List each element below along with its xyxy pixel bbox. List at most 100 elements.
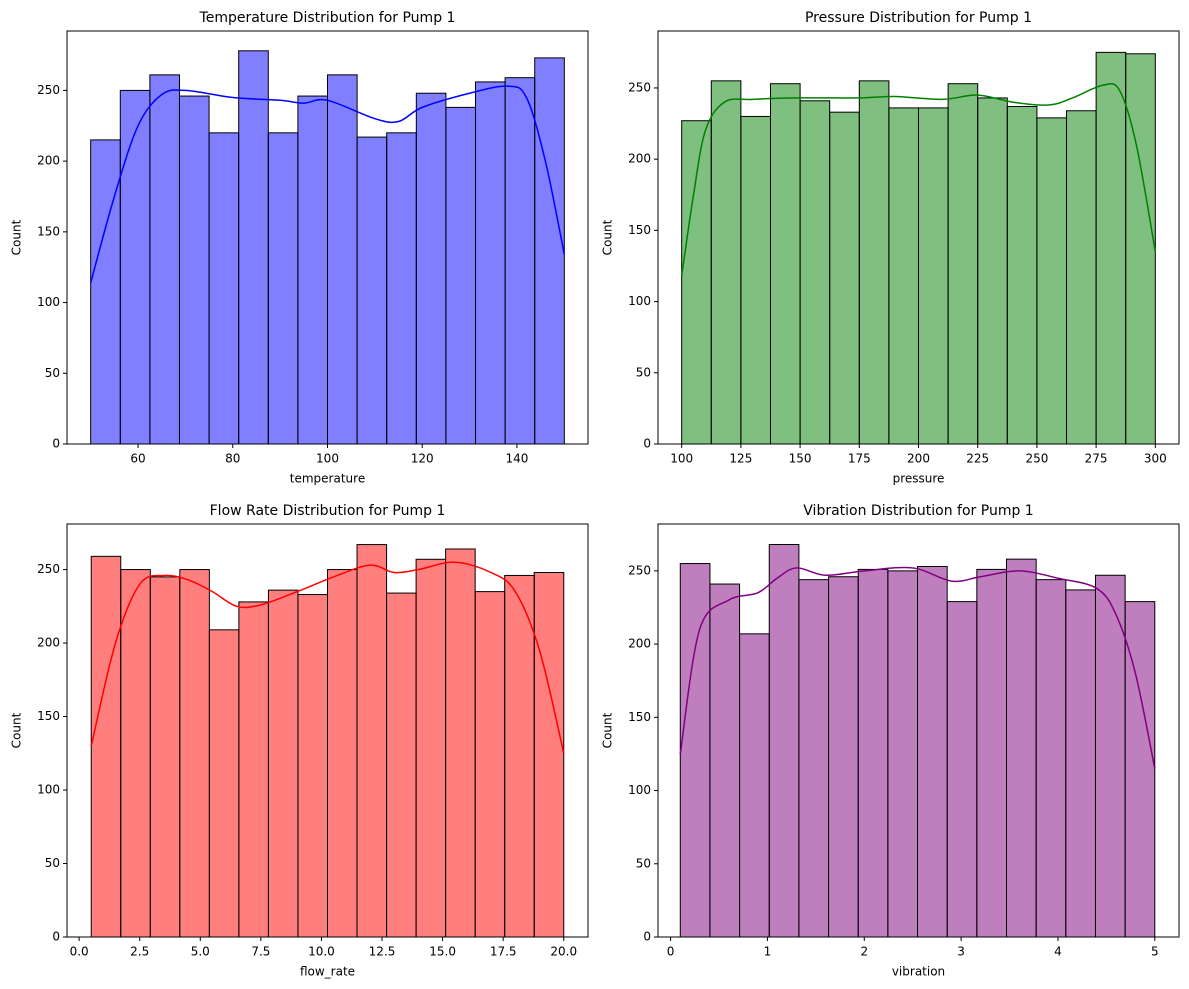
histogram-bar: [474, 591, 506, 938]
histogram-bar: [504, 77, 536, 445]
x-axis-label: pressure: [893, 472, 945, 486]
y-tick-label: 50: [636, 856, 651, 870]
x-tick-label: 60: [130, 452, 145, 466]
histogram-bar: [238, 601, 269, 938]
y-tick-label: 250: [628, 80, 651, 94]
kde-line: [89, 85, 566, 283]
histogram-bar: [1095, 51, 1127, 445]
histogram-bar: [679, 563, 711, 938]
chart-title: Flow Rate Distribution for Pump 1: [210, 503, 446, 519]
histogram-bar: [739, 633, 770, 938]
histogram-bar: [356, 544, 388, 938]
x-tick-label: 5.0: [191, 945, 210, 959]
histogram-bar: [768, 544, 800, 938]
histogram-bar: [709, 583, 741, 938]
histogram-bar: [918, 107, 949, 445]
x-tick-label: 300: [1144, 452, 1167, 466]
y-tick-label: 150: [628, 710, 651, 724]
y-tick-label: 100: [37, 783, 60, 797]
histogram-bar: [710, 80, 742, 445]
histogram-bar: [119, 89, 151, 445]
y-tick-label: 200: [628, 637, 651, 651]
y-tick-label: 200: [37, 636, 60, 650]
histogram-bar: [179, 569, 210, 938]
y-tick-label: 50: [45, 856, 60, 870]
histogram-bar: [415, 558, 447, 938]
histogram-bar: [1065, 589, 1096, 938]
chart-title: Vibration Distribution for Pump 1: [803, 503, 1033, 519]
histogram-bar: [238, 50, 269, 445]
histogram-bar: [1006, 105, 1038, 445]
x-tick-label: 0.0: [70, 945, 89, 959]
x-tick-label: 200: [907, 452, 930, 466]
x-tick-label: 120: [411, 452, 434, 466]
y-tick-label: 50: [636, 365, 651, 379]
x-tick-label: 2: [860, 945, 868, 959]
y-tick-label: 200: [37, 154, 60, 168]
histogram-bar: [267, 132, 299, 445]
histogram-bar: [887, 570, 919, 938]
histogram-bar: [976, 568, 1008, 938]
x-tick-label: 275: [1085, 452, 1108, 466]
histogram-bar: [1036, 117, 1068, 445]
histogram-bar: [534, 57, 565, 445]
x-tick-label: 140: [506, 452, 529, 466]
histogram-bar: [149, 74, 180, 445]
x-tick-label: 15.0: [429, 945, 456, 959]
histogram-bar: [90, 139, 121, 445]
histogram-bar: [829, 111, 860, 445]
chart-title: Pressure Distribution for Pump 1: [805, 10, 1032, 26]
histogram-bar: [327, 569, 358, 938]
x-tick-label: 175: [848, 452, 871, 466]
y-tick-label: 0: [643, 437, 651, 451]
axes-frame: [657, 523, 1180, 938]
histogram-bar: [977, 97, 1008, 445]
x-axis-label: vibration: [892, 965, 945, 979]
x-axis-label: flow_rate: [300, 965, 355, 979]
y-tick-label: 250: [37, 562, 60, 576]
x-tick-label: 4: [1054, 945, 1062, 959]
histogram-bar: [681, 120, 712, 445]
x-tick-label: 80: [225, 452, 240, 466]
histogram-bar: [297, 594, 329, 938]
histogram-bar: [445, 548, 476, 938]
x-tick-label: 125: [729, 452, 752, 466]
x-tick-label: 225: [966, 452, 989, 466]
y-tick-label: 0: [52, 930, 60, 944]
histogram-bar: [475, 81, 506, 445]
y-tick-label: 100: [628, 294, 651, 308]
x-tick-label: 3: [957, 945, 965, 959]
histogram-bar: [857, 568, 889, 938]
x-tick-label: 2.5: [130, 945, 149, 959]
histogram-bar: [504, 574, 535, 938]
histogram-bar: [386, 592, 417, 938]
y-tick-label: 50: [45, 366, 60, 380]
histogram-bar: [946, 601, 978, 938]
histogram-bar: [386, 132, 417, 445]
histogram-bar: [1006, 558, 1037, 938]
chart-title: Temperature Distribution for Pump 1: [199, 10, 456, 26]
y-tick-label: 200: [628, 152, 651, 166]
histogram-bar: [1125, 53, 1156, 445]
histogram-bar: [740, 115, 771, 445]
histogram-bar: [917, 565, 948, 938]
kde-line: [680, 83, 1157, 277]
histogram-bar: [267, 589, 299, 938]
histogram-bar: [415, 92, 447, 445]
histogram-bar: [799, 100, 831, 445]
x-tick-label: 150: [789, 452, 812, 466]
kde-line: [90, 561, 565, 754]
y-tick-label: 250: [37, 83, 60, 97]
y-tick-label: 150: [628, 223, 651, 237]
x-tick-label: 100: [316, 452, 339, 466]
histogram-bar: [1035, 579, 1067, 938]
y-tick-label: 100: [628, 783, 651, 797]
histogram-bar: [208, 132, 240, 445]
histogram-bar: [120, 569, 151, 938]
histogram-bar: [769, 83, 801, 445]
histogram-bar: [445, 106, 477, 445]
histogram-bar: [208, 629, 240, 938]
y-tick-label: 150: [37, 709, 60, 723]
